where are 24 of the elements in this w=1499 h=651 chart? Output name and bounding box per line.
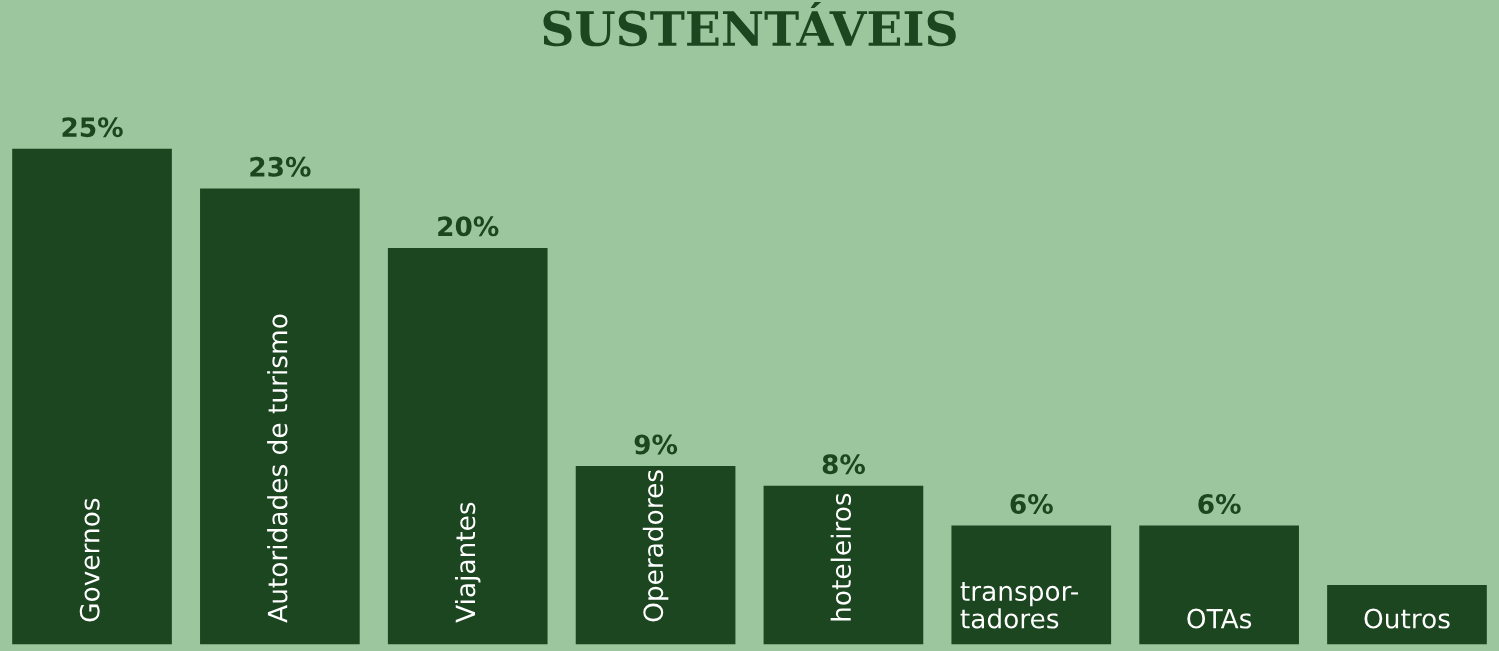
x-tick-label: Outros [1364,608,1450,629]
x-tick-label: OTAs [1187,608,1252,629]
data-label: 23% [250,156,311,177]
bar [12,148,172,645]
data-label: 9% [634,434,678,455]
x-tick-label: transpor- tadores [960,582,1079,629]
bar [1327,585,1487,645]
bar [1139,525,1299,645]
bar [951,525,1112,645]
x-tick-label: Autoridades de turismo [267,314,288,623]
bar [200,188,360,645]
data-label: 6% [1198,493,1241,514]
data-label: 6% [1010,493,1053,514]
data-label: 20% [438,216,499,237]
data-label: 25% [62,117,123,138]
bar [763,485,924,645]
x-tick-label: Governos [79,498,100,622]
bar [387,247,548,645]
x-tick-label: Operadores [642,470,669,622]
x-tick-label: hoteleiros [830,493,852,621]
data-label: 8% [822,454,865,475]
chart-title: SUSTENTÁVEIS [543,1,956,47]
bar [575,466,736,645]
x-tick-label: Viajantes [454,502,481,623]
